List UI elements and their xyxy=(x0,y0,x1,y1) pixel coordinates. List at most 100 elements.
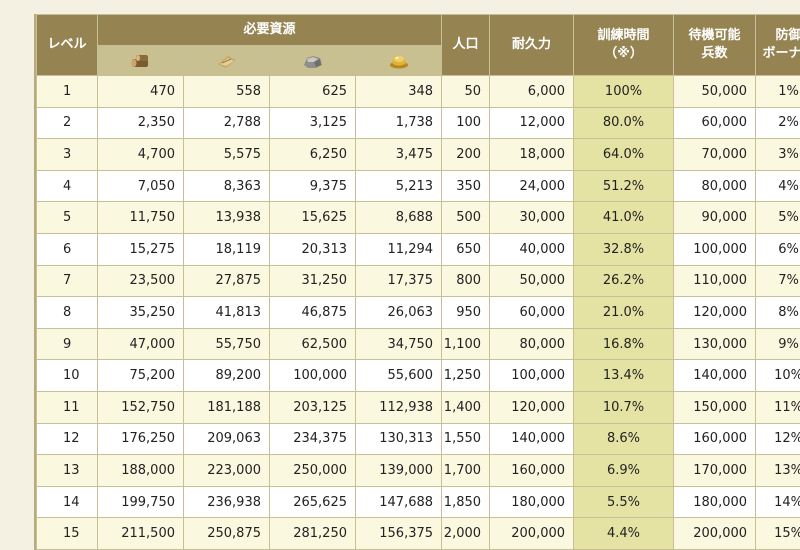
cell-defense-bonus: 15% xyxy=(756,518,800,550)
cell-durability: 200,000 xyxy=(490,518,574,550)
cell-defense-bonus: 1% xyxy=(756,76,800,108)
cell-wood: 176,250 xyxy=(98,423,184,455)
cell-level: 7 xyxy=(37,265,98,297)
cell-stone: 62,500 xyxy=(270,328,356,360)
cell-defense-bonus: 4% xyxy=(756,170,800,202)
cell-training-time: 32.8% xyxy=(574,233,674,265)
cell-training-time: 6.9% xyxy=(574,455,674,487)
cell-stone: 15,625 xyxy=(270,202,356,234)
cell-level: 1 xyxy=(37,76,98,108)
cell-population: 100 xyxy=(442,107,490,139)
cell-wood: 152,750 xyxy=(98,391,184,423)
cell-training-time: 64.0% xyxy=(574,139,674,171)
cell-standby: 110,000 xyxy=(674,265,756,297)
header-resources: 必要資源 xyxy=(98,15,442,46)
food-icon xyxy=(216,53,238,69)
cell-population: 50 xyxy=(442,76,490,108)
cell-stone: 265,625 xyxy=(270,486,356,518)
header-training-time-line1: 訓練時間 xyxy=(574,27,673,45)
cell-gold: 17,375 xyxy=(356,265,442,297)
cell-food: 209,063 xyxy=(184,423,270,455)
header-food xyxy=(184,46,270,76)
cell-durability: 12,000 xyxy=(490,107,574,139)
cell-level: 5 xyxy=(37,202,98,234)
cell-standby: 80,000 xyxy=(674,170,756,202)
cell-wood: 7,050 xyxy=(98,170,184,202)
cell-durability: 40,000 xyxy=(490,233,574,265)
cell-training-time: 100% xyxy=(574,76,674,108)
table-header: レベル 必要資源 人口 耐久力 訓練時間 （※） 待機可能 兵数 防御 ボーナス xyxy=(37,15,800,76)
table-frame: レベル 必要資源 人口 耐久力 訓練時間 （※） 待機可能 兵数 防御 ボーナス xyxy=(34,14,792,550)
cell-gold: 55,600 xyxy=(356,360,442,392)
cell-standby: 130,000 xyxy=(674,328,756,360)
cell-food: 41,813 xyxy=(184,297,270,329)
cell-training-time: 8.6% xyxy=(574,423,674,455)
header-training-time: 訓練時間 （※） xyxy=(574,15,674,76)
cell-stone: 281,250 xyxy=(270,518,356,550)
cell-level: 12 xyxy=(37,423,98,455)
header-gold xyxy=(356,46,442,76)
cell-food: 55,750 xyxy=(184,328,270,360)
cell-standby: 50,000 xyxy=(674,76,756,108)
cell-population: 1,550 xyxy=(442,423,490,455)
cell-wood: 11,750 xyxy=(98,202,184,234)
cell-standby: 70,000 xyxy=(674,139,756,171)
cell-food: 27,875 xyxy=(184,265,270,297)
cell-training-time: 21.0% xyxy=(574,297,674,329)
cell-standby: 200,000 xyxy=(674,518,756,550)
cell-standby: 140,000 xyxy=(674,360,756,392)
cell-defense-bonus: 10% xyxy=(756,360,800,392)
cell-standby: 150,000 xyxy=(674,391,756,423)
cell-defense-bonus: 14% xyxy=(756,486,800,518)
cell-level: 9 xyxy=(37,328,98,360)
cell-food: 223,000 xyxy=(184,455,270,487)
header-stone xyxy=(270,46,356,76)
cell-gold: 348 xyxy=(356,76,442,108)
cell-stone: 234,375 xyxy=(270,423,356,455)
cell-population: 350 xyxy=(442,170,490,202)
cell-stone: 3,125 xyxy=(270,107,356,139)
cell-stone: 625 xyxy=(270,76,356,108)
cell-gold: 11,294 xyxy=(356,233,442,265)
cell-durability: 50,000 xyxy=(490,265,574,297)
cell-wood: 199,750 xyxy=(98,486,184,518)
cell-durability: 100,000 xyxy=(490,360,574,392)
cell-defense-bonus: 11% xyxy=(756,391,800,423)
cell-training-time: 10.7% xyxy=(574,391,674,423)
cell-wood: 23,500 xyxy=(98,265,184,297)
cell-food: 18,119 xyxy=(184,233,270,265)
cell-standby: 160,000 xyxy=(674,423,756,455)
cell-standby: 120,000 xyxy=(674,297,756,329)
cell-level: 2 xyxy=(37,107,98,139)
cell-gold: 139,000 xyxy=(356,455,442,487)
header-defense-line1: 防御 xyxy=(756,27,800,45)
cell-food: 5,575 xyxy=(184,139,270,171)
cell-wood: 4,700 xyxy=(98,139,184,171)
cell-defense-bonus: 2% xyxy=(756,107,800,139)
header-standby-line2: 兵数 xyxy=(674,45,755,63)
cell-training-time: 4.4% xyxy=(574,518,674,550)
cell-durability: 6,000 xyxy=(490,76,574,108)
cell-food: 250,875 xyxy=(184,518,270,550)
header-defense-bonus: 防御 ボーナス xyxy=(756,15,800,76)
cell-gold: 156,375 xyxy=(356,518,442,550)
cell-training-time: 13.4% xyxy=(574,360,674,392)
cell-population: 1,100 xyxy=(442,328,490,360)
cell-level: 14 xyxy=(37,486,98,518)
cell-durability: 24,000 xyxy=(490,170,574,202)
header-population: 人口 xyxy=(442,15,490,76)
cell-standby: 180,000 xyxy=(674,486,756,518)
cell-wood: 188,000 xyxy=(98,455,184,487)
cell-stone: 46,875 xyxy=(270,297,356,329)
cell-gold: 5,213 xyxy=(356,170,442,202)
cell-food: 236,938 xyxy=(184,486,270,518)
